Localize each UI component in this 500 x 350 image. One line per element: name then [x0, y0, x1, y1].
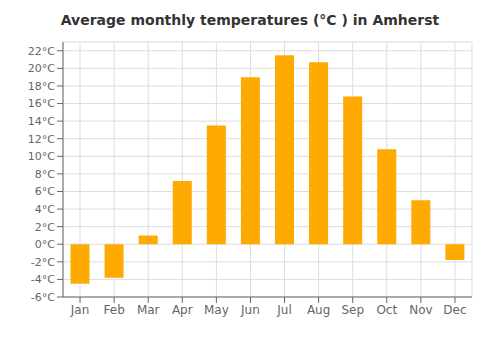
svg-text:Mar: Mar	[137, 303, 160, 317]
svg-text:16°C: 16°C	[28, 97, 55, 110]
svg-text:-4°C: -4°C	[31, 273, 55, 286]
svg-text:Feb: Feb	[104, 303, 125, 317]
svg-text:18°C: 18°C	[28, 80, 55, 93]
svg-text:6°C: 6°C	[35, 185, 55, 198]
svg-text:May: May	[204, 303, 229, 317]
svg-text:Sep: Sep	[341, 303, 364, 317]
svg-text:0°C: 0°C	[35, 238, 55, 251]
html-text:Average monthly temperatures (: Average monthly temperatures (°C ) in Am…	[60, 12, 440, 28]
svg-text:-6°C: -6°C	[31, 291, 55, 304]
svg-text:8°C: 8°C	[35, 168, 55, 181]
svg-text:22°C: 22°C	[28, 45, 55, 58]
svg-text:Oct: Oct	[376, 303, 397, 317]
svg-text:Jun: Jun	[240, 303, 260, 317]
svg-text:-2°C: -2°C	[31, 256, 55, 269]
svg-text:Jul: Jul	[276, 303, 291, 317]
svg-text:Nov: Nov	[409, 303, 432, 317]
svg-text:Dec: Dec	[443, 303, 466, 317]
svg-text:12°C: 12°C	[28, 133, 55, 146]
svg-text:2°C: 2°C	[35, 221, 55, 234]
svg-text:Jan: Jan	[70, 303, 90, 317]
svg-text:20°C: 20°C	[28, 62, 55, 75]
svg-text:Apr: Apr	[172, 303, 193, 317]
svg-text:4°C: 4°C	[35, 203, 55, 216]
svg-text:10°C: 10°C	[28, 150, 55, 163]
svg-text:14°C: 14°C	[28, 115, 55, 128]
svg-text:Aug: Aug	[307, 303, 330, 317]
